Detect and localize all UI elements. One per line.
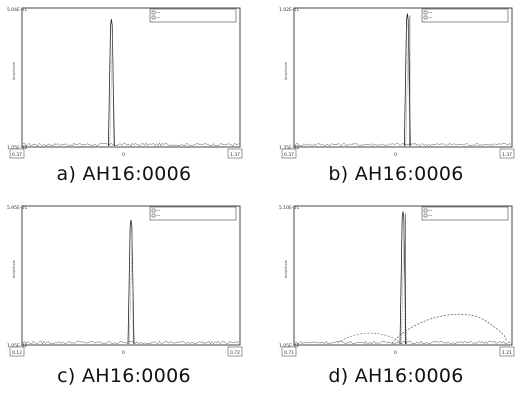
plot-frame — [21, 7, 241, 148]
legend-marker-2 — [151, 15, 156, 20]
legend-marker-2 — [423, 213, 428, 218]
ymin-label: 1.05E-02 — [7, 145, 27, 151]
main-peak — [127, 219, 135, 345]
x-tick-0: 0.12 — [12, 350, 22, 356]
secondary-peak — [129, 229, 134, 345]
y-axis-label: Amplitude — [12, 62, 16, 80]
x-min-box — [9, 346, 25, 357]
x-min-box — [281, 148, 297, 159]
chart-c-svg: 5.95E-01 1.05E-02 Amplitude 0.12 0 0.72 … — [7, 205, 243, 357]
left-hump — [337, 332, 401, 344]
secondary-peak — [405, 23, 410, 147]
chart-panel-c: 5.95E-01 1.05E-02 Amplitude 0.12 0 0.72 … — [4, 200, 244, 360]
x-tick-2: 1.37 — [230, 152, 240, 158]
plot-frame — [293, 205, 513, 346]
ymin-label: 1.05E-02 — [279, 343, 299, 349]
x-tick-2: 0.72 — [230, 350, 240, 356]
legend-marker-1 — [151, 10, 156, 15]
chart-panel-b: 1.02E-01 1.35E-02 Amplitude 0.37 0 1.37 … — [276, 2, 516, 162]
caption-a: a) AH16:0006 — [56, 163, 192, 185]
secondary-peak — [401, 221, 406, 345]
y-axis-label: Amplitude — [284, 62, 288, 80]
legend-marker-2 — [151, 213, 156, 218]
baseline-noise — [22, 142, 240, 147]
x-max-box — [227, 346, 243, 357]
x-tick-1: 0 — [122, 350, 125, 356]
main-peak — [107, 19, 115, 147]
x-tick-2: 1.21 — [502, 350, 512, 356]
x-tick-1: 0 — [122, 152, 125, 158]
chart-d-svg: 5.10E-01 1.05E-02 Amplitude 0.71 0 1.21 … — [279, 205, 515, 357]
x-max-box — [499, 346, 515, 357]
ymax-label: 5.10E-01 — [279, 205, 299, 211]
legend-box — [421, 206, 509, 221]
plot-frame — [293, 7, 513, 148]
x-tick-1: 0 — [394, 152, 397, 158]
legend-marker-2 — [423, 15, 428, 20]
secondary-peak — [109, 29, 114, 147]
x-max-box — [227, 148, 243, 159]
y-axis-label: Amplitude — [284, 260, 288, 278]
x-tick-2: 1.37 — [502, 152, 512, 158]
plot-frame — [21, 205, 241, 346]
ymin-label: 1.05E-02 — [7, 343, 27, 349]
caption-c: c) AH16:0006 — [57, 365, 191, 387]
x-min-box — [9, 148, 25, 159]
x-min-box — [281, 346, 297, 357]
legend-box — [149, 8, 237, 23]
x-tick-1: 0 — [394, 350, 397, 356]
legend-box — [149, 206, 237, 221]
legend-box — [421, 8, 509, 23]
legend-marker-1 — [423, 10, 428, 15]
chart-a-svg: 5.04E-01 1.05E-02 Amplitude 0.37 0 1.37 … — [7, 7, 243, 159]
chart-panel-d: 5.10E-01 1.05E-02 Amplitude 0.71 0 1.21 … — [276, 200, 516, 360]
x-max-box — [499, 148, 515, 159]
baseline-noise — [294, 340, 512, 345]
legend-marker-1 — [151, 208, 156, 213]
baseline-noise — [294, 142, 512, 147]
ymin-label: 1.35E-02 — [279, 145, 299, 151]
baseline-noise — [22, 340, 240, 345]
caption-d: d) AH16:0006 — [328, 365, 464, 387]
ymax-label: 5.95E-01 — [7, 205, 27, 211]
caption-b: b) AH16:0006 — [328, 163, 464, 185]
ymax-label: 5.04E-01 — [7, 7, 27, 13]
y-axis-label: Amplitude — [12, 260, 16, 278]
legend-marker-1 — [423, 208, 428, 213]
x-tick-0: 0.37 — [12, 152, 22, 158]
chart-panel-a: 5.04E-01 1.05E-02 Amplitude 0.37 0 1.37 … — [4, 2, 244, 162]
broad-hump — [391, 314, 507, 344]
ymax-label: 1.02E-01 — [279, 7, 299, 13]
x-tick-0: 0.37 — [284, 152, 294, 158]
x-tick-0: 0.71 — [284, 350, 294, 356]
chart-b-svg: 1.02E-01 1.35E-02 Amplitude 0.37 0 1.37 … — [279, 7, 515, 159]
